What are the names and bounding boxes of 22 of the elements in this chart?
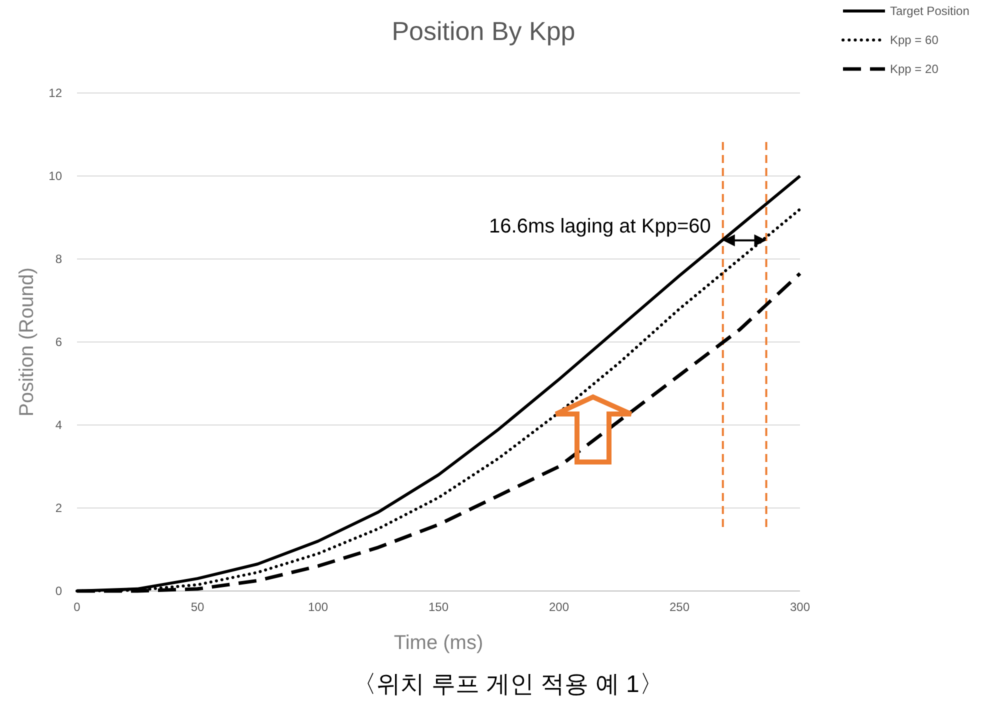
y-tick-label: 6 [55, 335, 62, 349]
x-axis-title: Time (ms) [394, 632, 484, 654]
y-tick-label: 8 [55, 252, 62, 266]
x-tick-label: 0 [74, 600, 81, 614]
y-tick-label: 10 [48, 169, 62, 183]
y-tick-label: 0 [55, 584, 62, 598]
legend-label: Kpp = 20 [890, 62, 939, 76]
y-tick-label: 4 [55, 418, 62, 432]
y-tick-label: 12 [48, 86, 62, 100]
legend-label: Target Position [890, 4, 970, 18]
x-tick-label: 200 [548, 600, 570, 614]
x-tick-label: 250 [669, 600, 690, 614]
x-tick-label: 300 [790, 600, 810, 614]
x-tick-label: 100 [308, 600, 328, 614]
y-axis-title: Position (Round) [16, 268, 38, 416]
text: 〈위치 루프 게인 적용 예 1〉 [352, 671, 664, 698]
y-tick-label: 2 [55, 501, 62, 515]
legend-label: Kpp = 60 [890, 33, 939, 47]
x-tick-label: 50 [190, 600, 204, 614]
annotation: 16.6ms laging at Kpp=60 [489, 215, 711, 238]
chart-title: Position By Kpp [392, 16, 576, 46]
x-tick-label: 150 [428, 600, 449, 614]
